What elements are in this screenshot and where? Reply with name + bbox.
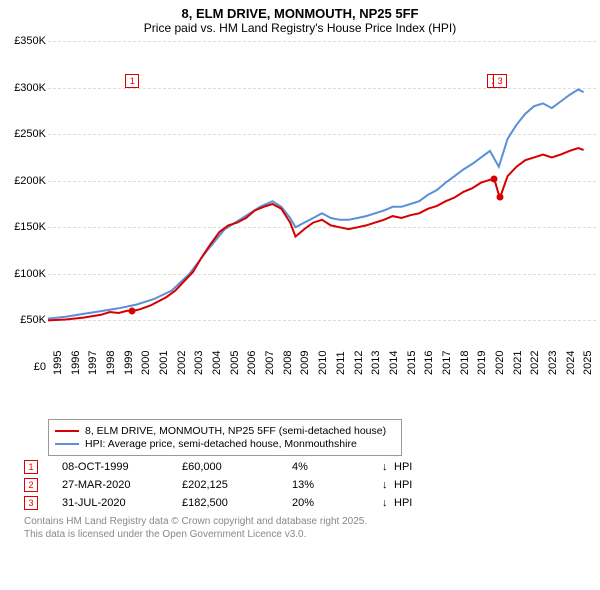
row-date: 08-OCT-1999 (62, 461, 182, 473)
chart: £0£50K£100K£150K£200K£250K£300K£350K1995… (0, 37, 600, 415)
row-hpi: HPI (394, 479, 424, 491)
sales-table: 108-OCT-1999£60,0004%↓HPI227-MAR-2020£20… (24, 458, 592, 512)
row-hpi: HPI (394, 497, 424, 509)
row-marker: 3 (24, 496, 38, 510)
sale-dot (129, 308, 136, 315)
row-date: 27-MAR-2020 (62, 479, 182, 491)
row-pct: 13% (292, 479, 382, 491)
row-price: £60,000 (182, 461, 292, 473)
sale-dot (497, 194, 504, 201)
row-price: £202,125 (182, 479, 292, 491)
chart-title: 8, ELM DRIVE, MONMOUTH, NP25 5FF (0, 6, 600, 21)
row-hpi: HPI (394, 461, 424, 473)
row-marker: 1 (24, 460, 38, 474)
legend-label: 8, ELM DRIVE, MONMOUTH, NP25 5FF (semi-d… (85, 425, 386, 437)
table-row: 1 08-OCT-1999£60,0004%↓HPI (24, 458, 592, 476)
row-price: £182,500 (182, 497, 292, 509)
footer-line-1: Contains HM Land Registry data © Crown c… (24, 516, 592, 529)
legend-swatch (55, 443, 79, 445)
line-plot-svg (0, 37, 600, 415)
footer-line-2: This data is licensed under the Open Gov… (24, 529, 592, 542)
down-arrow-icon: ↓ (382, 461, 394, 473)
attribution-footer: Contains HM Land Registry data © Crown c… (24, 516, 592, 541)
sale-marker-label: 3 (493, 74, 507, 88)
down-arrow-icon: ↓ (382, 479, 394, 491)
title-area: 8, ELM DRIVE, MONMOUTH, NP25 5FF Price p… (0, 0, 600, 37)
row-pct: 4% (292, 461, 382, 473)
chart-subtitle: Price paid vs. HM Land Registry's House … (0, 21, 600, 35)
row-pct: 20% (292, 497, 382, 509)
sale-dot (491, 175, 498, 182)
series-line (48, 148, 584, 320)
sale-marker-label: 1 (125, 74, 139, 88)
legend: 8, ELM DRIVE, MONMOUTH, NP25 5FF (semi-d… (48, 419, 402, 456)
row-date: 31-JUL-2020 (62, 497, 182, 509)
legend-label: HPI: Average price, semi-detached house,… (85, 438, 357, 450)
legend-item: 8, ELM DRIVE, MONMOUTH, NP25 5FF (semi-d… (55, 425, 395, 437)
series-line (48, 89, 584, 318)
legend-item: HPI: Average price, semi-detached house,… (55, 438, 395, 450)
table-row: 3 31-JUL-2020£182,50020%↓HPI (24, 494, 592, 512)
table-row: 2 27-MAR-2020£202,12513%↓HPI (24, 476, 592, 494)
down-arrow-icon: ↓ (382, 497, 394, 509)
legend-swatch (55, 430, 79, 432)
row-marker: 2 (24, 478, 38, 492)
